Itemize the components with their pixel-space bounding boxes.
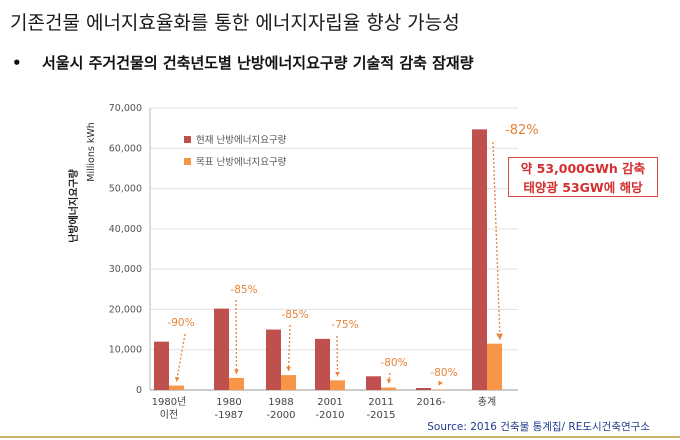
- category-label: 1980: [216, 397, 241, 408]
- bar-target: [381, 387, 396, 390]
- bar-target: [169, 385, 184, 390]
- reduction-label: -85%: [281, 309, 308, 321]
- category-label: 1980년: [152, 396, 187, 408]
- reduction-arrow: [175, 333, 186, 382]
- y-tick-label: 20,000: [109, 304, 142, 315]
- source-note: Source: 2016 건축물 통계집/ RE도시건축연구소: [427, 421, 650, 433]
- bar-target: [229, 377, 244, 390]
- y-tick-label: 50,000: [109, 184, 142, 195]
- legend-label: 목표 난방에너지요구량: [196, 156, 287, 168]
- category-label: 1988: [268, 397, 293, 408]
- reduction-label: -80%: [430, 367, 457, 379]
- category-label: -2000: [266, 410, 295, 421]
- total-reduction-label: -82%: [505, 123, 539, 138]
- arrowhead: [438, 380, 443, 386]
- bar-current: [366, 376, 381, 390]
- total-reduction-arrow: [492, 141, 501, 340]
- category-label: 2001: [317, 397, 342, 408]
- callout-line-2: 태양광 53GW에 해당: [523, 180, 643, 195]
- legend-swatch: [184, 136, 191, 143]
- category-label: 2011: [368, 397, 393, 408]
- bar-target: [330, 380, 345, 390]
- callout-line-1: 약 53,000GWh 감축: [520, 161, 646, 176]
- bar-current: [214, 308, 229, 390]
- bar-target: [281, 375, 296, 390]
- bottom-divider: [0, 436, 680, 438]
- page-title: 기존건물 에너지효율화를 통한 에너지자립율 향상 가능성: [10, 12, 460, 34]
- chart-bars: [154, 129, 502, 390]
- reduction-label: -85%: [230, 284, 257, 296]
- chart-grid: [149, 107, 518, 391]
- arrowhead: [234, 369, 239, 374]
- y-tick-label: 40,000: [109, 224, 142, 235]
- y-tick-label: 0: [136, 385, 142, 396]
- subtitle: • 서울시 주거건물의 건축년도별 난방에너지요구량 기술적 감축 잠재량: [12, 52, 474, 73]
- y-axis-label: 난방에너지요구량: [67, 168, 80, 242]
- bar-current: [315, 338, 330, 390]
- reduction-callout: 약 53,000GWh 감축 태양광 53GW에 해당: [508, 157, 658, 197]
- reduction-arrow: [336, 335, 339, 377]
- y-tick-label: 60,000: [109, 143, 142, 154]
- y-tick-label: 70,000: [109, 103, 142, 114]
- bar-current: [154, 341, 169, 390]
- reduction-arrows: [174, 141, 503, 386]
- bar-target: [487, 343, 502, 390]
- category-label: -2015: [366, 410, 395, 421]
- bar-current: [266, 329, 281, 390]
- reduction-labels: -90% -85% -85% -75% -80% -80%: [167, 284, 457, 379]
- y-axis-ticks: 0 10,000 20,000 30,000 40,000 50,000 60,000 70,…: [109, 103, 142, 396]
- y-tick-label: 30,000: [109, 264, 142, 275]
- y-tick-label: 10,000: [109, 345, 142, 356]
- reduction-arrow: [235, 299, 238, 374]
- category-label: 이전: [160, 409, 178, 421]
- reduction-label: -90%: [167, 317, 194, 329]
- legend-swatch: [184, 158, 191, 165]
- category-label: 2016-: [416, 397, 445, 408]
- arrowhead: [386, 378, 392, 384]
- arrowhead: [335, 371, 340, 377]
- category-label: -2010: [315, 410, 344, 421]
- bar-current: [472, 129, 487, 390]
- legend-label: 현재 난방에너지요구량: [196, 134, 287, 146]
- bullet-point: •: [12, 54, 22, 72]
- category-label: -1987: [214, 410, 243, 421]
- reduction-label: -80%: [380, 357, 407, 369]
- y-axis-label-group: 난방에너지요구량 Millions kWh: [67, 122, 97, 243]
- arrowhead: [286, 366, 292, 372]
- reduction-arrow: [287, 324, 291, 372]
- arrowhead: [174, 376, 180, 382]
- subtitle-text: 서울시 주거건물의 건축년도별 난방에너지요구량 기술적 감축 잠재량: [42, 54, 474, 72]
- arrowhead: [496, 333, 503, 340]
- y-axis-unit: Millions kWh: [86, 122, 97, 181]
- category-label: 총계: [478, 396, 496, 408]
- bar-current: [416, 387, 431, 390]
- reduction-label: -75%: [331, 319, 358, 331]
